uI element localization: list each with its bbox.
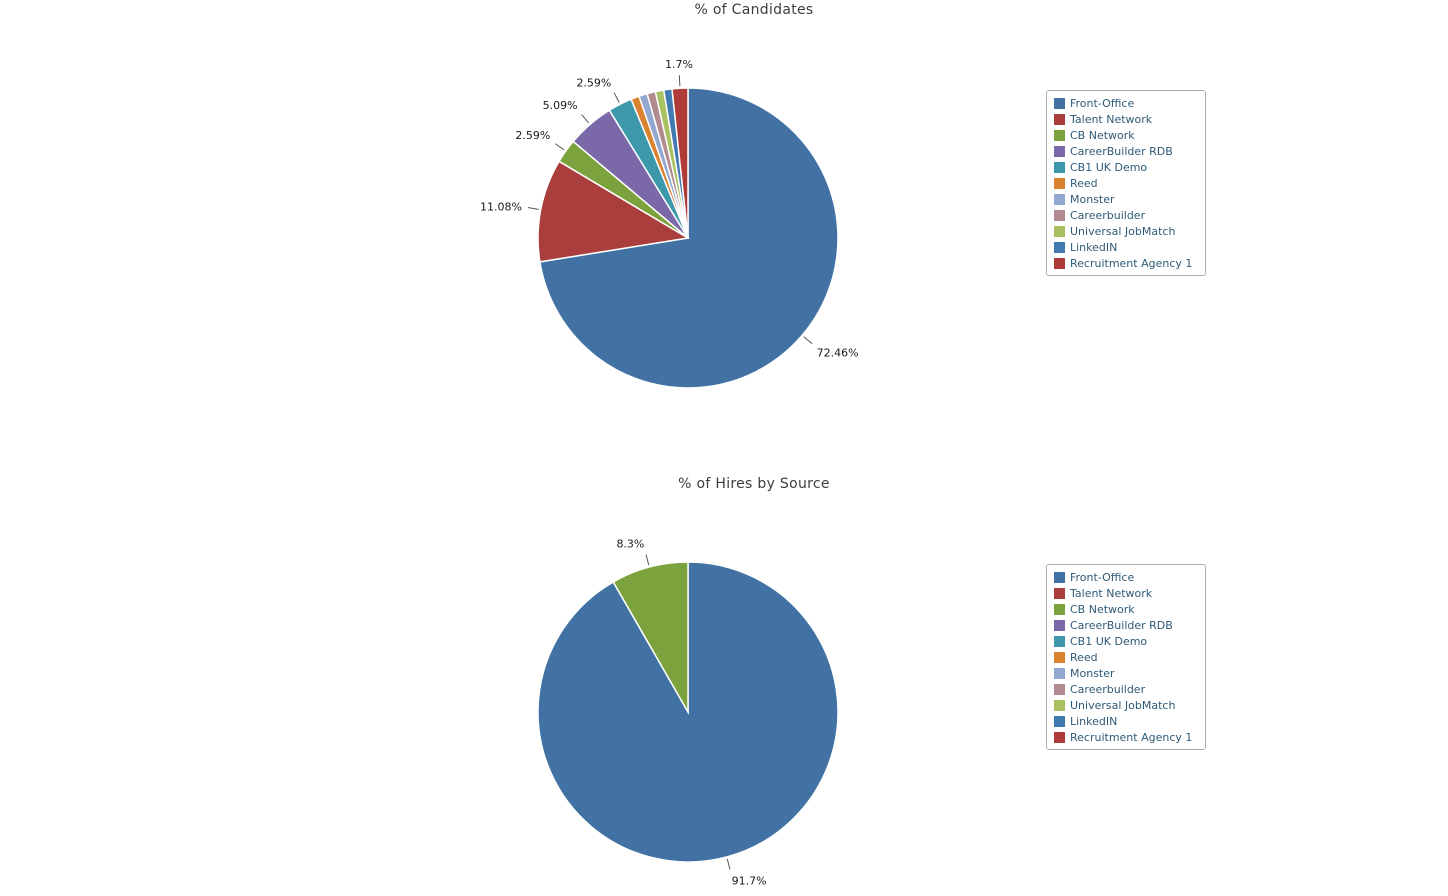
candidates-legend: Front-Office Talent Network CB Network Care… [1046,90,1206,276]
label-leader-line [726,858,731,870]
legend-swatch [1054,193,1065,205]
label-leader-line [678,75,681,87]
legend-label: Reed [1070,176,1098,190]
legend-swatch [1054,113,1065,125]
legend-label: Talent Network [1070,586,1153,600]
legend-label: CareerBuilder RDB [1070,618,1173,632]
label-leader-line [554,143,565,151]
legend-swatch [1054,161,1065,173]
legend-item-careerbuilder-rdb: CareerBuilder RDB [1047,617,1205,633]
legend-item-monster: Monster [1047,665,1205,681]
legend-label: Front-Office [1070,96,1135,110]
legend-label: CareerBuilder RDB [1070,144,1173,158]
label-leader-line [581,114,590,124]
slice-percent-label: 2.59% [515,129,550,142]
label-leader-line [645,554,650,566]
legend-label: Recruitment Agency 1 [1070,256,1193,270]
legend-label: CB Network [1070,128,1135,142]
legend-item-recruitment-agency-1: Recruitment Agency 1 [1047,729,1205,745]
hires-pie-chart: 91.7% 8.3% [537,538,839,887]
slice-percent-label: 1.7% [665,58,693,71]
legend-item-careerbuilder: Careerbuilder [1047,681,1205,697]
legend-label: Talent Network [1070,112,1153,126]
legend-item-cb1-uk-demo: CB1 UK Demo [1047,633,1205,649]
legend-swatch [1054,225,1065,237]
label-leader-line [613,92,620,103]
legend-label: CB1 UK Demo [1070,160,1148,174]
legend-swatch [1054,241,1065,253]
legend-item-recruitment-agency-1: Recruitment Agency 1 [1047,255,1205,271]
legend-item-reed: Reed [1047,649,1205,665]
legend-label: Careerbuilder [1070,682,1146,696]
label-leader-line [527,207,539,210]
hires-legend: Front-Office Talent Network CB Network Care… [1046,564,1206,750]
legend-swatch [1054,699,1065,711]
hires-chart-title: % of Hires by Source [678,476,830,492]
slice-percent-label: 5.09% [543,99,578,112]
legend-label: Front-Office [1070,570,1135,584]
legend-item-careerbuilder: Careerbuilder [1047,207,1205,223]
legend-swatch [1054,619,1065,631]
legend-label: Universal JobMatch [1070,698,1176,712]
legend-item-front-office: Front-Office [1047,95,1205,111]
legend-item-linkedin: LinkedIN [1047,713,1205,729]
legend-item-talent-network: Talent Network [1047,111,1205,127]
legend-item-universal-jobmatch: Universal JobMatch [1047,697,1205,713]
slice-percent-label: 11.08% [480,200,522,213]
legend-swatch [1054,651,1065,663]
legend-swatch [1054,177,1065,189]
legend-swatch [1054,129,1065,141]
legend-item-cb1-uk-demo: CB1 UK Demo [1047,159,1205,175]
pie-slice-talent-network [537,160,691,263]
legend-label: CB1 UK Demo [1070,634,1148,648]
legend-swatch [1054,683,1065,695]
legend-swatch [1054,715,1065,727]
legend-label: Reed [1070,650,1098,664]
legend-swatch [1054,731,1065,743]
legend-item-careerbuilder-rdb: CareerBuilder RDB [1047,143,1205,159]
legend-label: Recruitment Agency 1 [1070,730,1193,744]
legend-swatch [1054,635,1065,647]
slice-percent-label: 2.59% [576,76,611,89]
legend-swatch [1054,257,1065,269]
legend-item-cb-network: CB Network [1047,127,1205,143]
legend-label: Monster [1070,666,1115,680]
legend-swatch [1054,667,1065,679]
pie-slice-cb-network [612,561,689,715]
legend-item-reed: Reed [1047,175,1205,191]
pie-slice-recruitment-agency-1 [671,87,689,239]
legend-swatch [1054,603,1065,615]
legend-swatch [1054,97,1065,109]
slice-percent-label: 72.46% [817,347,859,360]
legend-label: Universal JobMatch [1070,224,1176,238]
slice-percent-label: 8.3% [616,538,644,551]
legend-swatch [1054,571,1065,583]
slice-percent-label: 91.7% [732,874,767,887]
legend-item-front-office: Front-Office [1047,569,1205,585]
legend-label: CB Network [1070,602,1135,616]
legend-swatch [1054,587,1065,599]
legend-label: LinkedIN [1070,240,1118,254]
legend-item-cb-network: CB Network [1047,601,1205,617]
legend-item-monster: Monster [1047,191,1205,207]
legend-item-universal-jobmatch: Universal JobMatch [1047,223,1205,239]
legend-swatch [1054,209,1065,221]
legend-label: Careerbuilder [1070,208,1146,222]
legend-swatch [1054,145,1065,157]
legend-label: LinkedIN [1070,714,1118,728]
legend-item-linkedin: LinkedIN [1047,239,1205,255]
legend-item-talent-network: Talent Network [1047,585,1205,601]
candidates-pie-chart: 72.46% 11.08% 2.59% 5.09% 2.59% 1.7% [480,58,859,389]
legend-label: Monster [1070,192,1115,206]
label-leader-line [803,336,813,345]
candidates-chart-title: % of Candidates [694,2,814,18]
